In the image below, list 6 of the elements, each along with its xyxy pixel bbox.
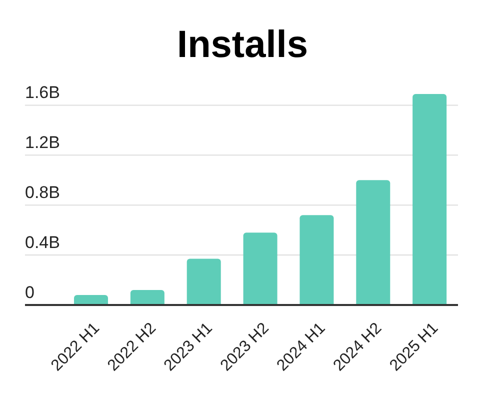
y-tick-label: 1.2B <box>25 133 60 152</box>
y-tick-label: 0.8B <box>25 183 60 202</box>
y-tick-label: 1.6B <box>25 83 60 102</box>
y-tick-label: 0 <box>25 283 34 302</box>
y-tick-label: 0.4B <box>25 233 60 252</box>
chart-title: Installs <box>176 23 309 68</box>
